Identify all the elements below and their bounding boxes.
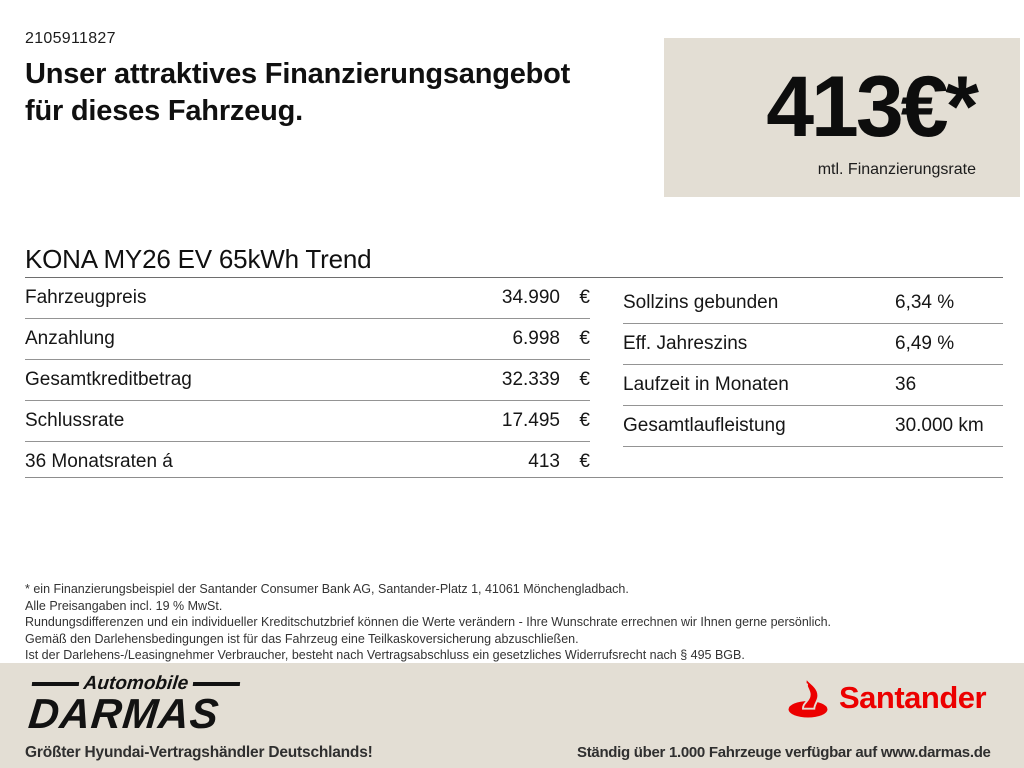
disclaimer-line: Alle Preisangaben incl. 19 % MwSt. (25, 598, 223, 613)
santander-flame-icon (786, 677, 830, 719)
row-unit: € (579, 451, 590, 472)
row-label: Gesamtkreditbetrag (25, 369, 192, 390)
row-value: 6,49 % (895, 333, 955, 354)
row-value: 36 (895, 374, 917, 395)
darmas-wordmark: DARMAS (26, 690, 222, 737)
row-value: 30.000 km (895, 415, 984, 436)
finance-row: Eff. Jahreszins 6,49 % (623, 324, 1003, 365)
row-value: 34.990 (501, 287, 560, 308)
row-label: Anzahlung (25, 328, 115, 349)
finance-tables: Fahrzeugpreis 34.990 € Anzahlung 6.998 €… (25, 278, 1003, 482)
finance-table-left: Fahrzeugpreis 34.990 € Anzahlung 6.998 €… (25, 278, 590, 482)
finance-row: 36 Monatsraten á 413 € (25, 442, 590, 482)
darmas-bar-right (193, 682, 241, 686)
finance-details-section: KONA MY26 EV 65kWh Trend Fahrzeugpreis 3… (25, 246, 1003, 482)
vehicle-title: KONA MY26 EV 65kWh Trend (25, 246, 1003, 278)
darmas-bar-left (31, 682, 79, 686)
row-label: 36 Monatsraten á (25, 451, 173, 472)
row-unit: € (579, 369, 590, 390)
row-unit: € (579, 328, 590, 349)
price-caption: mtl. Finanzierungsrate (817, 161, 976, 178)
santander-wordmark: Santander (839, 680, 987, 715)
finance-row: Laufzeit in Monaten 36 (623, 365, 1003, 406)
santander-logo: Santander (786, 677, 987, 719)
offer-heading: Unser attraktives Finanzierungsangebot f… (25, 56, 570, 130)
offer-heading-line1: Unser attraktives Finanzierungsangebot (25, 58, 571, 90)
disclaimer-line: * ein Finanzierungsbeispiel der Santande… (25, 582, 629, 596)
disclaimer-line: Ist der Darlehens-/Leasingnehmer Verbrau… (25, 648, 745, 662)
bank-tagline: Ständig über 1.000 Fahrzeuge verfügbar a… (577, 744, 991, 761)
doc-number: 2105911827 (25, 30, 116, 47)
row-label: Eff. Jahreszins (623, 333, 748, 354)
disclaimer: * ein Finanzierungsbeispiel der Santande… (25, 581, 831, 664)
finance-row: Schlussrate 17.495 € (25, 401, 590, 442)
row-value: 6.998 (512, 328, 560, 349)
disclaimer-line: Gemäß den Darlehensbedingungen ist für d… (25, 631, 579, 646)
price-box: 413€* mtl. Finanzierungsrate (664, 38, 1020, 197)
disclaimer-line: Rundungsdifferenzen und ein individuelle… (25, 615, 832, 629)
price-amount: 413€* (766, 59, 979, 155)
finance-row: Fahrzeugpreis 34.990 € (25, 278, 590, 319)
row-value: 17.495 (501, 410, 560, 431)
finance-row: Gesamtlaufleistung 30.000 km (623, 406, 1003, 447)
footer: Automobile DARMAS Santander Größter Hyun… (0, 663, 1024, 768)
row-label: Laufzeit in Monaten (623, 374, 789, 395)
row-unit: € (579, 287, 590, 308)
row-value: 6,34 % (895, 292, 955, 313)
row-value: 32.339 (501, 369, 560, 390)
dealer-tagline: Größter Hyundai-Vertragshändler Deutschl… (25, 744, 373, 761)
row-label: Gesamtlaufleistung (623, 415, 786, 436)
row-label: Fahrzeugpreis (25, 287, 147, 308)
row-label: Schlussrate (25, 410, 125, 431)
row-value: 413 (528, 451, 560, 472)
finance-row: Anzahlung 6.998 € (25, 319, 590, 360)
finance-row: Sollzins gebunden 6,34 % (623, 283, 1003, 324)
darmas-logo: Automobile DARMAS (26, 673, 241, 737)
table-bottom-divider (25, 477, 1003, 478)
finance-row: Gesamtkreditbetrag 32.339 € (25, 360, 590, 401)
offer-heading-line2: für dieses Fahrzeug. (25, 95, 304, 127)
row-unit: € (579, 410, 590, 431)
row-label: Sollzins gebunden (623, 292, 779, 313)
finance-table-right: Sollzins gebunden 6,34 % Eff. Jahreszins… (623, 283, 1003, 482)
